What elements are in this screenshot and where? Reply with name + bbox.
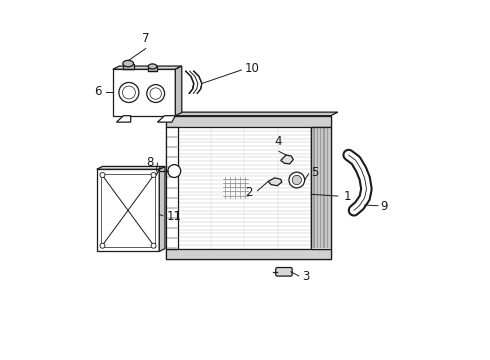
Text: 11: 11 bbox=[167, 210, 181, 223]
Bar bbox=[167, 127, 178, 249]
Circle shape bbox=[100, 243, 105, 248]
Circle shape bbox=[168, 165, 181, 177]
Text: 8: 8 bbox=[146, 156, 153, 169]
Circle shape bbox=[289, 172, 305, 188]
Text: 1: 1 bbox=[343, 190, 351, 203]
Bar bbox=[311, 127, 331, 249]
Bar bbox=[113, 69, 175, 116]
Ellipse shape bbox=[148, 64, 157, 69]
Polygon shape bbox=[157, 116, 175, 122]
Bar bbox=[97, 169, 159, 251]
Text: 4: 4 bbox=[274, 135, 282, 148]
Circle shape bbox=[147, 85, 165, 103]
Polygon shape bbox=[281, 155, 293, 164]
Text: 2: 2 bbox=[245, 186, 252, 199]
Polygon shape bbox=[175, 66, 182, 116]
Circle shape bbox=[119, 82, 139, 103]
Polygon shape bbox=[113, 66, 182, 69]
Polygon shape bbox=[117, 116, 131, 122]
Polygon shape bbox=[97, 166, 165, 169]
Circle shape bbox=[100, 172, 105, 177]
Circle shape bbox=[292, 175, 301, 185]
Text: 10: 10 bbox=[245, 62, 260, 75]
Text: 9: 9 bbox=[381, 199, 388, 212]
Bar bbox=[101, 174, 155, 247]
Circle shape bbox=[151, 172, 156, 177]
Text: 6: 6 bbox=[95, 85, 102, 98]
Circle shape bbox=[150, 88, 161, 99]
Bar bbox=[167, 116, 331, 258]
Bar bbox=[123, 64, 134, 69]
Polygon shape bbox=[159, 166, 165, 251]
Text: 3: 3 bbox=[302, 270, 310, 283]
Polygon shape bbox=[268, 178, 282, 186]
FancyBboxPatch shape bbox=[276, 267, 292, 276]
Text: 5: 5 bbox=[311, 166, 318, 179]
Bar bbox=[167, 249, 331, 258]
Bar bbox=[167, 116, 331, 127]
Polygon shape bbox=[167, 112, 338, 116]
Text: 7: 7 bbox=[142, 32, 149, 45]
Circle shape bbox=[151, 243, 156, 248]
Bar bbox=[148, 66, 157, 71]
Ellipse shape bbox=[123, 60, 134, 67]
Circle shape bbox=[122, 86, 135, 99]
